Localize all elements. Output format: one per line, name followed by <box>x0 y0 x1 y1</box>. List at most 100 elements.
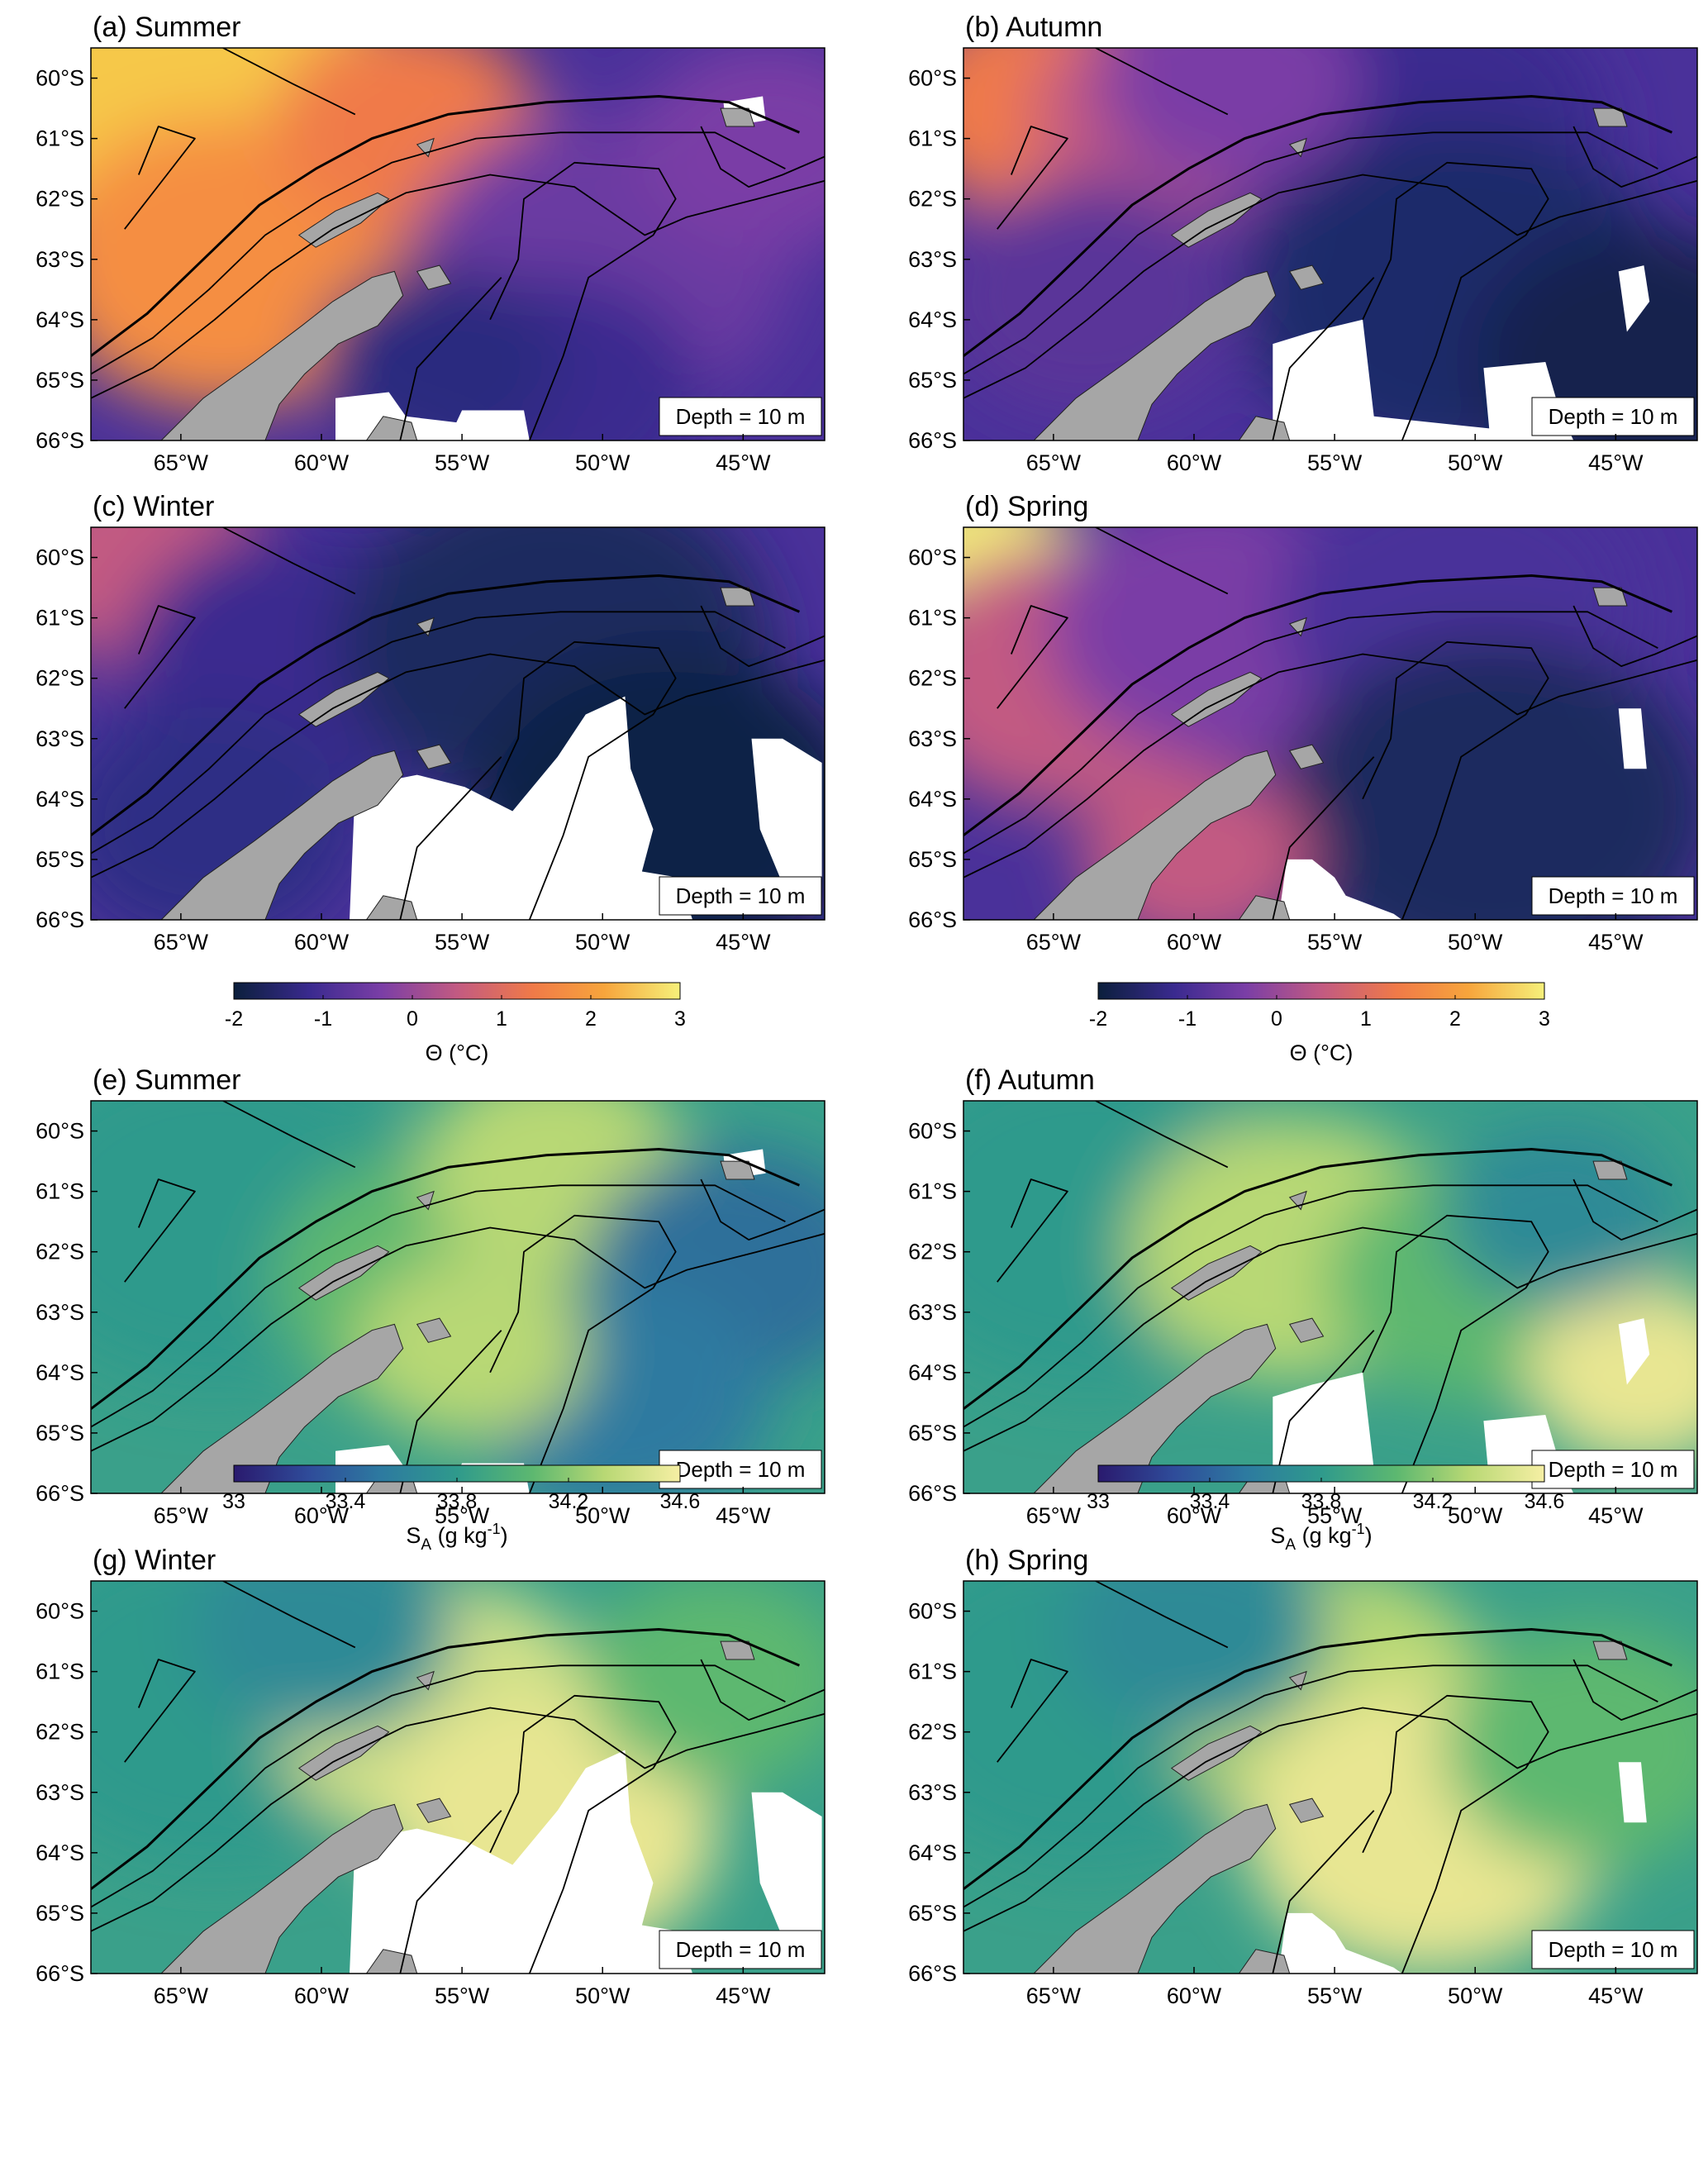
lat-tick-label: 60°S <box>908 1599 957 1624</box>
lat-tick-label: 64°S <box>36 787 84 812</box>
bathymetry-contour <box>91 1148 800 1410</box>
lat-tick-label: 65°S <box>908 847 957 872</box>
map-panel: Depth = 10 m (g) Winter 60°S 61°S 62°S 63°S 64… <box>36 1545 825 2008</box>
lat-tick-label: 61°S <box>908 126 957 151</box>
lat-tick-label: 61°S <box>908 606 957 631</box>
land-island <box>1592 587 1628 607</box>
lat-tick-label: 63°S <box>36 726 84 751</box>
land-island <box>1592 107 1628 127</box>
bathymetry-contour <box>1095 1581 1229 1649</box>
land-island <box>720 587 755 607</box>
lat-tick-label: 64°S <box>908 1360 957 1385</box>
lon-tick-label: 55°W <box>1307 1983 1363 2008</box>
bathymetry-contour <box>1095 1101 1229 1169</box>
colorbar-tick-label: 2 <box>585 1007 597 1031</box>
lat-tick-label: 62°S <box>908 1720 957 1745</box>
lon-tick-label: 45°W <box>1588 1503 1644 1528</box>
bathymetry-contour <box>1572 1178 1697 1241</box>
svg-text:Depth = 10 m: Depth = 10 m <box>676 883 806 908</box>
bathymetry-contour <box>700 605 825 668</box>
lat-tick-label: 63°S <box>908 247 957 272</box>
lat-tick-label: 65°S <box>36 847 84 872</box>
lat-tick-label: 62°S <box>36 187 84 212</box>
colorbar-tick-label: 1 <box>1360 1007 1372 1031</box>
lon-tick-label: 60°W <box>294 450 350 475</box>
colorbar-tick-label: 3 <box>1539 1007 1550 1031</box>
map-panel: Depth = 10 m (a) Summer 60°S 61°S 62°S 63°S 64… <box>36 12 825 475</box>
bathymetry-contour <box>963 1226 1697 1452</box>
lat-tick-label: 65°S <box>36 1901 84 1926</box>
lon-tick-label: 50°W <box>575 1983 630 2008</box>
bathymetry-contour <box>963 131 1658 375</box>
no-data-region <box>350 696 693 920</box>
colorbar-label: Θ (°C) <box>426 1040 489 1065</box>
panel-frame <box>963 1580 1698 1974</box>
svg-text:Depth = 10 m: Depth = 10 m <box>1549 1457 1678 1482</box>
lat-tick-label: 60°S <box>908 66 957 91</box>
land-island <box>1288 1190 1307 1211</box>
colorbar-tick-label: 34.2 <box>1413 1490 1453 1513</box>
lon-tick-label: 45°W <box>1588 1983 1644 2008</box>
lon-tick-label: 55°W <box>1307 450 1363 475</box>
lat-tick-label: 63°S <box>36 1780 84 1805</box>
bathymetry-contour <box>700 1659 825 1721</box>
lon-tick-label: 65°W <box>154 930 209 955</box>
lon-tick-label: 60°W <box>294 1983 350 2008</box>
bathymetry-contour <box>489 1694 677 1974</box>
lat-tick-label: 66°S <box>908 428 957 453</box>
colorbar-tick-label: 33.4 <box>326 1490 366 1513</box>
colorbar-tick-label: 33.8 <box>1301 1490 1342 1513</box>
lon-tick-label: 60°W <box>1167 450 1222 475</box>
land-island <box>1170 1725 1263 1781</box>
land-island <box>1288 264 1325 290</box>
lat-tick-label: 63°S <box>908 1780 957 1805</box>
colorbar-tick-label: 33.4 <box>1190 1490 1230 1513</box>
panel-title: (d) Spring <box>965 491 1088 522</box>
lat-tick-label: 66°S <box>908 907 957 932</box>
panel-title: (g) Winter <box>93 1545 216 1576</box>
colorbar-tick-label: -1 <box>314 1007 332 1031</box>
lat-tick-label: 62°S <box>36 1720 84 1745</box>
lon-tick-label: 55°W <box>435 450 490 475</box>
bathymetry-contour <box>963 95 1672 357</box>
temperature-colorbar: -2 -1 0 1 2 3 Θ (°C) <box>225 982 686 1065</box>
bathymetry-contour <box>1362 640 1549 920</box>
svg-text:Depth = 10 m: Depth = 10 m <box>1549 404 1678 429</box>
bathymetry-contour <box>963 611 1658 855</box>
land-island <box>416 744 452 769</box>
lat-tick-label: 61°S <box>908 1179 957 1204</box>
panel-frame <box>963 526 1698 921</box>
bathymetry-contour <box>963 574 1672 836</box>
land-peninsula <box>1033 1803 1277 1974</box>
lat-tick-label: 61°S <box>36 1179 84 1204</box>
lat-tick-label: 66°S <box>36 907 84 932</box>
bathymetry-contour <box>1272 277 1375 440</box>
no-data-region <box>1273 1372 1574 1493</box>
land-island <box>1288 1798 1325 1823</box>
lon-tick-label: 45°W <box>716 450 771 475</box>
lon-tick-label: 65°W <box>1026 930 1082 955</box>
bathymetry-contour <box>1362 1214 1549 1493</box>
no-data-region <box>1278 859 1402 920</box>
colorbar-tick-label: 3 <box>674 1007 686 1031</box>
lat-tick-label: 64°S <box>36 1840 84 1865</box>
lat-tick-label: 60°S <box>908 1119 957 1144</box>
depth-label: Depth = 10 m <box>1531 876 1695 916</box>
map-panel: Depth = 10 m (b) Autumn 60°S 61°S 62°S 63°S 64… <box>908 12 1698 475</box>
bathymetry-contour <box>124 1178 196 1283</box>
lon-tick-label: 55°W <box>435 930 490 955</box>
land-island <box>1170 1245 1263 1301</box>
bathymetry-contour <box>1362 161 1549 440</box>
land-island <box>416 264 452 290</box>
no-data-region <box>751 738 822 884</box>
panel-title: (f) Autumn <box>965 1064 1095 1096</box>
lon-tick-label: 60°W <box>294 930 350 955</box>
land-island <box>720 1640 755 1660</box>
land-island <box>1592 1160 1628 1180</box>
map-panel: Depth = 10 m (h) Spring 60°S 61°S 62°S 63°S 64… <box>908 1545 1698 2008</box>
bathymetry-contour <box>124 1659 196 1763</box>
colorbar-gradient <box>1097 982 1545 1000</box>
colorbar-tick-label: 0 <box>1271 1007 1282 1031</box>
land-island <box>1288 1317 1325 1343</box>
svg-text:Depth = 10 m: Depth = 10 m <box>676 404 806 429</box>
